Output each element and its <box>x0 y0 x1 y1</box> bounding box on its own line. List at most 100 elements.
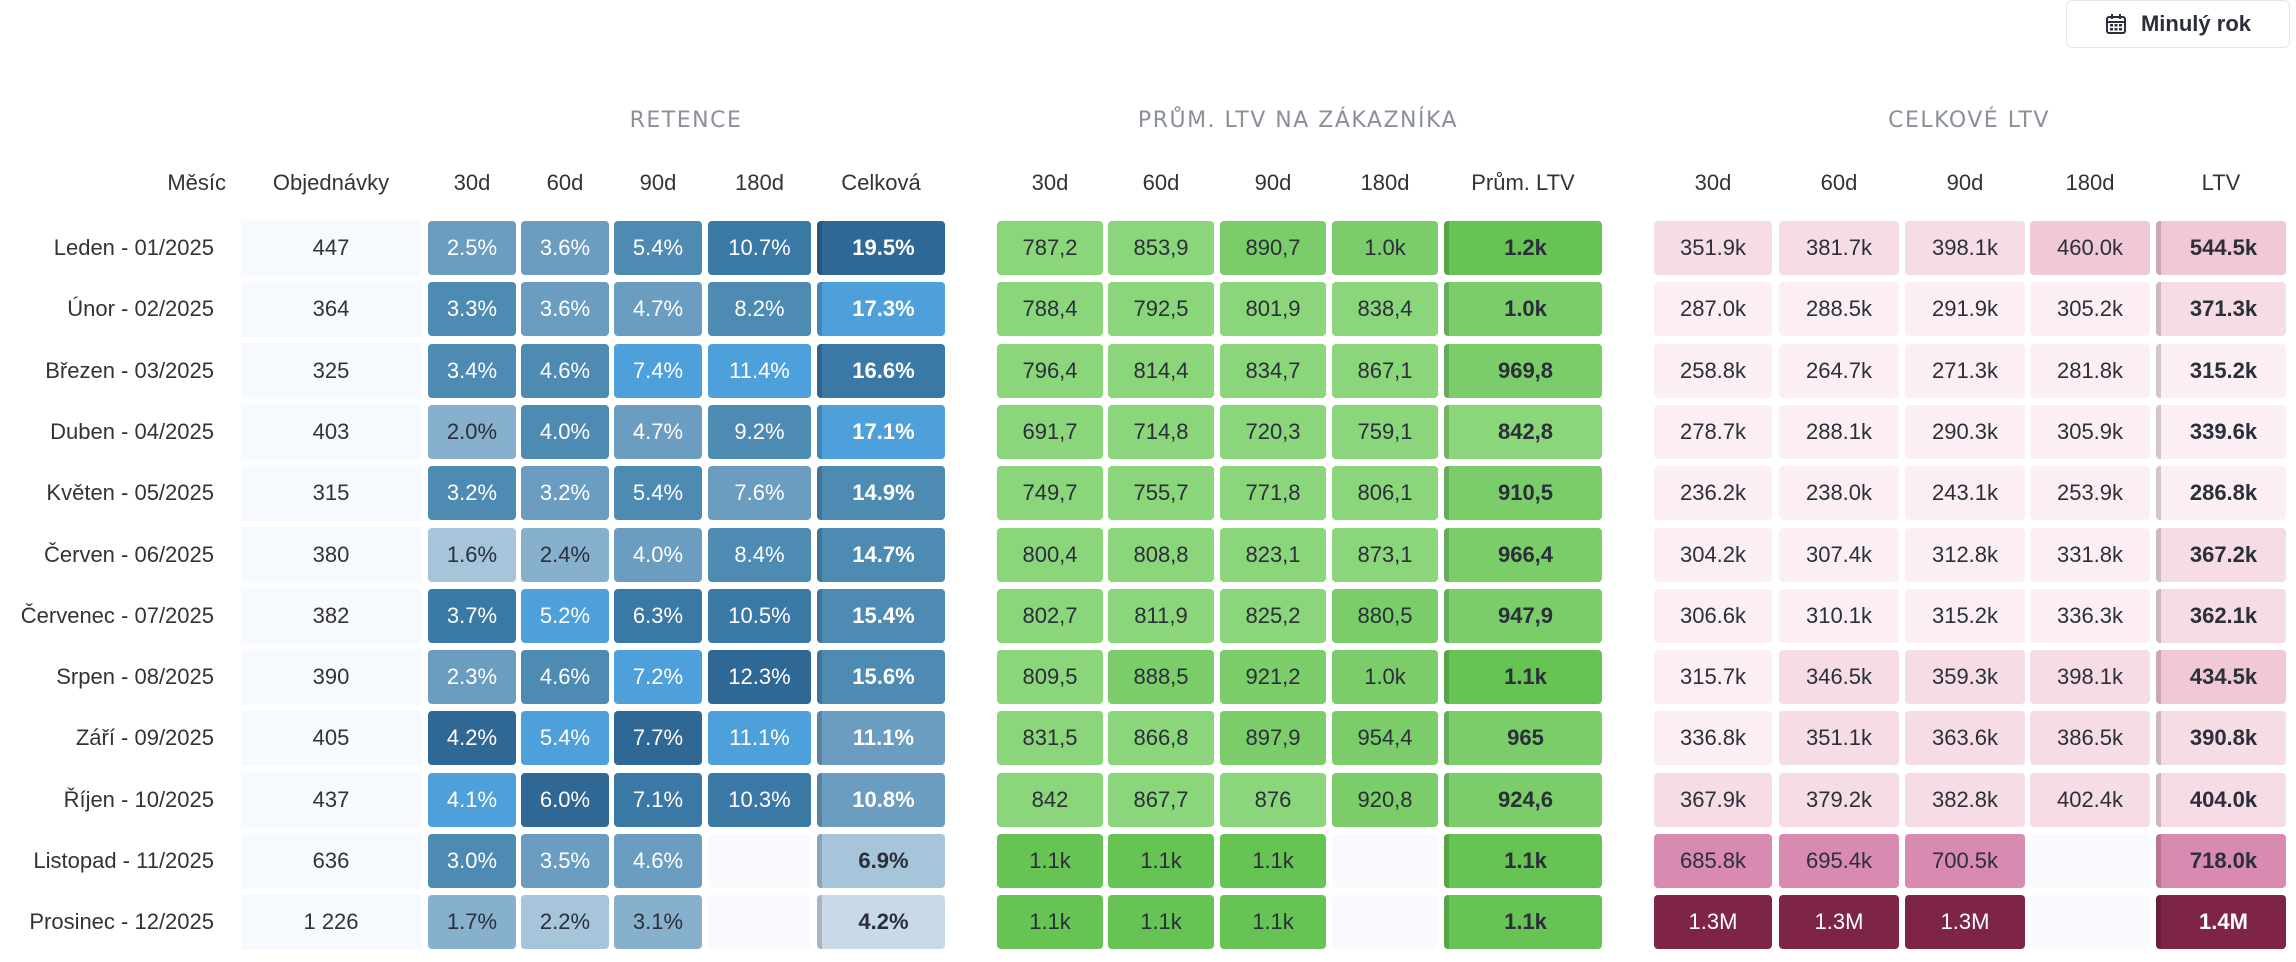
cell-retention-total: 17.3% <box>817 282 945 337</box>
group-title-avg-ltv: PRŮM. LTV NA ZÁKAZNÍKA <box>1137 108 1459 133</box>
cell-total-ltv-0: 306.6k <box>1654 588 1772 643</box>
cell-avg-ltv-total: 965 <box>1444 711 1602 766</box>
cell-retention-total: 6.9% <box>817 834 945 888</box>
cell-total-ltv-0: 287.0k <box>1654 282 1772 337</box>
column-header-retention-3: 180d <box>735 170 784 195</box>
cell-avg-ltv-total: 924,6 <box>1444 772 1602 827</box>
cell-total-ltv-2: 290.3k <box>1905 404 2025 459</box>
cell-avg-ltv-0: 787,2 <box>997 221 1103 275</box>
cell-total-ltv-1: 1.3M <box>1779 895 1899 950</box>
cell-total-ltv-total: 362.1k <box>2156 588 2286 643</box>
cell-avg-ltv-0: 1.1k <box>997 895 1103 950</box>
cell-retention-3: 10.7% <box>708 221 811 275</box>
row-month-label: Únor - 02/2025 <box>67 296 214 322</box>
row-month-label: Září - 09/2025 <box>75 725 214 751</box>
cell-retention-2: 5.4% <box>614 221 702 275</box>
cell-retention-0: 4.1% <box>428 772 516 827</box>
cell-avg-ltv-total: 969,8 <box>1444 343 1602 398</box>
cell-retention-0: 2.5% <box>428 221 516 275</box>
column-header-total-ltv-4: LTV <box>2201 170 2241 195</box>
cell-retention-1: 3.6% <box>521 282 609 337</box>
cell-avg-ltv-1: 714,8 <box>1108 404 1214 459</box>
cell-retention-1: 2.4% <box>521 527 609 582</box>
row-month-label: Listopad - 11/2025 <box>33 848 214 873</box>
cell-retention-3: 10.3% <box>708 772 811 827</box>
cell-retention-1: 3.5% <box>521 834 609 888</box>
cell-avg-ltv-3: 1.0k <box>1332 650 1438 705</box>
orders-cell: 380 <box>241 526 421 583</box>
cell-avg-ltv-3: 759,1 <box>1332 404 1438 459</box>
cell-avg-ltv-0: 796,4 <box>997 343 1103 398</box>
cell-avg-ltv-1: 808,8 <box>1108 527 1214 582</box>
cell-total-ltv-2: 243.1k <box>1905 466 2025 521</box>
column-header-retention-0: 30d <box>453 170 491 195</box>
cell-avg-ltv-2: 801,9 <box>1220 282 1326 337</box>
column-header-avg-ltv-0: 30d <box>1031 170 1069 195</box>
cell-total-ltv-1: 307.4k <box>1779 527 1899 582</box>
column-header-retention-2: 90d <box>639 170 677 195</box>
cell-avg-ltv-0: 842 <box>997 772 1103 827</box>
cell-avg-ltv-2: 825,2 <box>1220 588 1326 643</box>
cell-total-ltv-2: 700.5k <box>1905 834 2025 888</box>
cell-total-ltv-0: 236.2k <box>1654 466 1772 521</box>
cell-total-ltv-0: 278.7k <box>1654 404 1772 459</box>
cell-total-ltv-3: 253.9k <box>2030 466 2150 521</box>
cell-retention-1: 2.2% <box>521 895 609 950</box>
cell-total-ltv-total: 286.8k <box>2156 466 2286 521</box>
cell-avg-ltv-total: 1.1k <box>1444 650 1602 705</box>
column-header-avg-ltv-2: 90d <box>1254 170 1292 195</box>
cell-avg-ltv-0: 809,5 <box>997 650 1103 705</box>
cell-total-ltv-1: 288.5k <box>1779 282 1899 337</box>
cell-avg-ltv-2: 890,7 <box>1220 221 1326 275</box>
cell-retention-3: 8.2% <box>708 282 811 337</box>
cell-total-ltv-3: 281.8k <box>2030 343 2150 398</box>
orders-cell: 1 226 <box>241 894 421 951</box>
cell-avg-ltv-3: 954,4 <box>1332 711 1438 766</box>
cell-total-ltv-0: 304.2k <box>1654 527 1772 582</box>
cell-avg-ltv-1: 814,4 <box>1108 343 1214 398</box>
cell-total-ltv-total: 718.0k <box>2156 834 2286 888</box>
cell-retention-1: 4.6% <box>521 343 609 398</box>
date-range-button[interactable]: Minulý rok <box>2066 0 2290 48</box>
cell-retention-2: 4.6% <box>614 834 702 888</box>
cell-avg-ltv-1: 1.1k <box>1108 834 1214 888</box>
cell-retention-3: 11.4% <box>708 343 811 398</box>
cell-total-ltv-1: 310.1k <box>1779 588 1899 643</box>
cell-total-ltv-total: 434.5k <box>2156 650 2286 705</box>
cell-avg-ltv-2: 720,3 <box>1220 404 1326 459</box>
cell-total-ltv-total: 367.2k <box>2156 527 2286 582</box>
cell-avg-ltv-total: 1.1k <box>1444 895 1602 950</box>
column-header-orders: Objednávky <box>272 170 390 195</box>
cell-retention-0: 1.7% <box>428 895 516 950</box>
cell-total-ltv-0: 367.9k <box>1654 772 1772 827</box>
cell-avg-ltv-1: 755,7 <box>1108 466 1214 521</box>
cell-retention-total: 14.9% <box>817 466 945 521</box>
cell-retention-2: 4.7% <box>614 282 702 337</box>
cell-retention-0: 2.3% <box>428 650 516 705</box>
cell-avg-ltv-1: 811,9 <box>1108 588 1214 643</box>
column-header-retention-4: Celková <box>841 170 921 195</box>
orders-cell: 315 <box>241 465 421 522</box>
cell-retention-total: 14.7% <box>817 527 945 582</box>
cell-total-ltv-total: 404.0k <box>2156 772 2286 827</box>
cell-retention-3: 12.3% <box>708 650 811 705</box>
cell-retention-2: 3.1% <box>614 895 702 950</box>
cell-total-ltv-total: 371.3k <box>2156 282 2286 337</box>
cell-retention-total: 16.6% <box>817 343 945 398</box>
cell-avg-ltv-1: 792,5 <box>1108 282 1214 337</box>
cell-avg-ltv-2: 823,1 <box>1220 527 1326 582</box>
cell-total-ltv-3: 386.5k <box>2030 711 2150 766</box>
cell-total-ltv-3 <box>2030 895 2150 950</box>
cell-total-ltv-3: 460.0k <box>2030 221 2150 275</box>
cell-retention-2: 6.3% <box>614 588 702 643</box>
cell-total-ltv-2: 363.6k <box>1905 711 2025 766</box>
cell-retention-1: 5.2% <box>521 588 609 643</box>
cell-retention-3: 8.4% <box>708 527 811 582</box>
cell-retention-0: 4.2% <box>428 711 516 766</box>
cell-retention-1: 4.6% <box>521 650 609 705</box>
cell-retention-2: 4.0% <box>614 527 702 582</box>
cell-avg-ltv-3 <box>1332 834 1438 888</box>
cell-avg-ltv-3: 806,1 <box>1332 466 1438 521</box>
cell-avg-ltv-1: 888,5 <box>1108 650 1214 705</box>
